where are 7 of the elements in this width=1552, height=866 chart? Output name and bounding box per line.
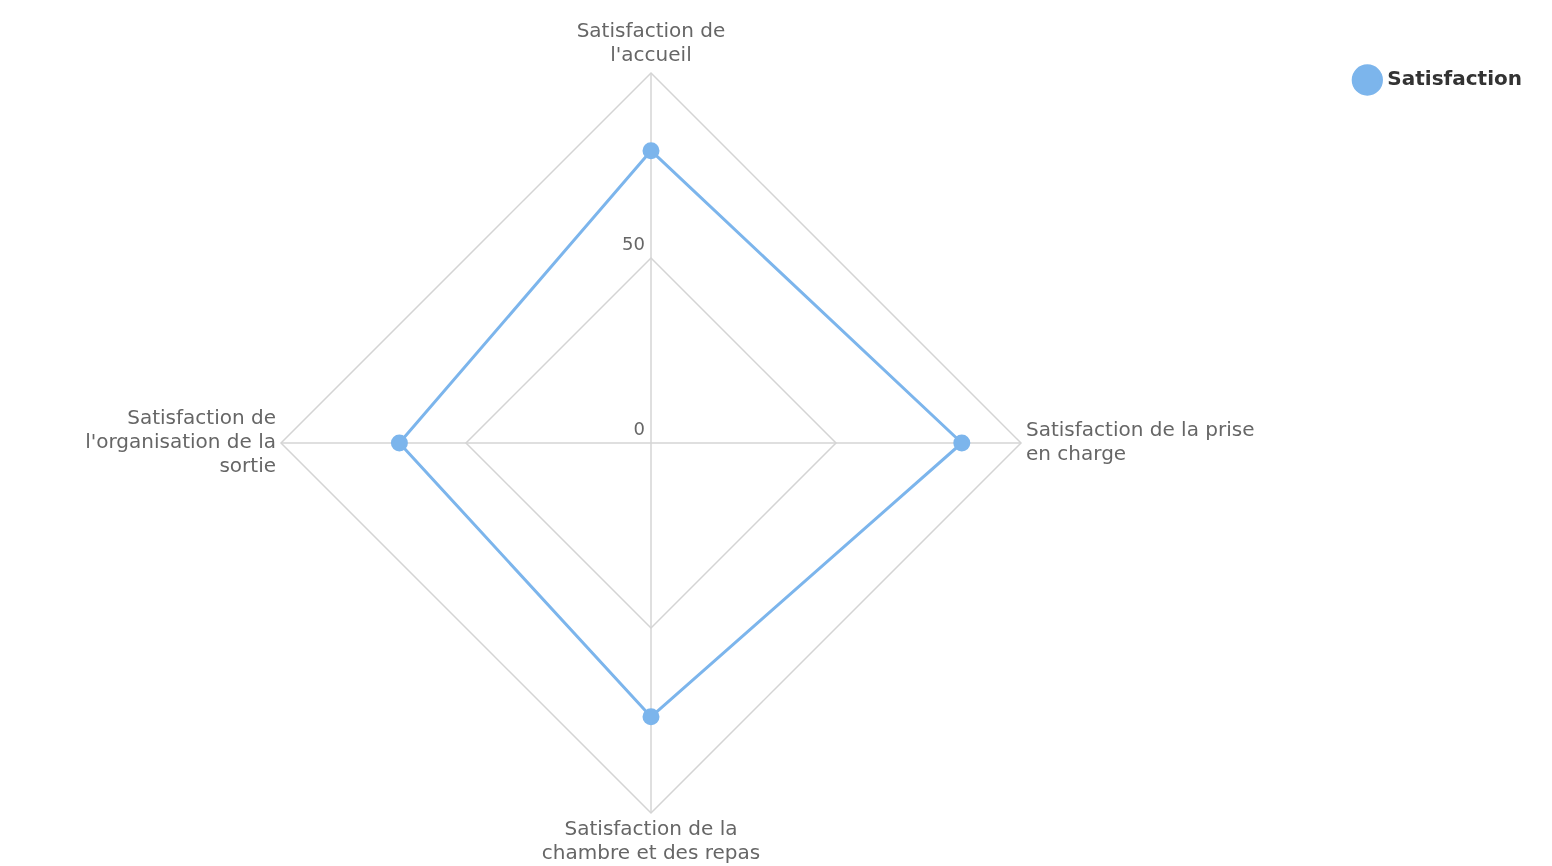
y-tick-label: 0: [633, 417, 645, 439]
spoke-label: Satisfaction de la chambre et des repas: [541, 816, 761, 865]
spoke-label: Satisfaction de la prise en charge: [1026, 417, 1255, 466]
legend-label: Satisfaction: [1387, 66, 1522, 91]
spoke-label: Satisfaction de l'accueil: [576, 18, 726, 67]
y-tick-label: 50: [622, 232, 645, 254]
spoke-label: Satisfaction de l'organisation de la sortie: [85, 405, 276, 478]
